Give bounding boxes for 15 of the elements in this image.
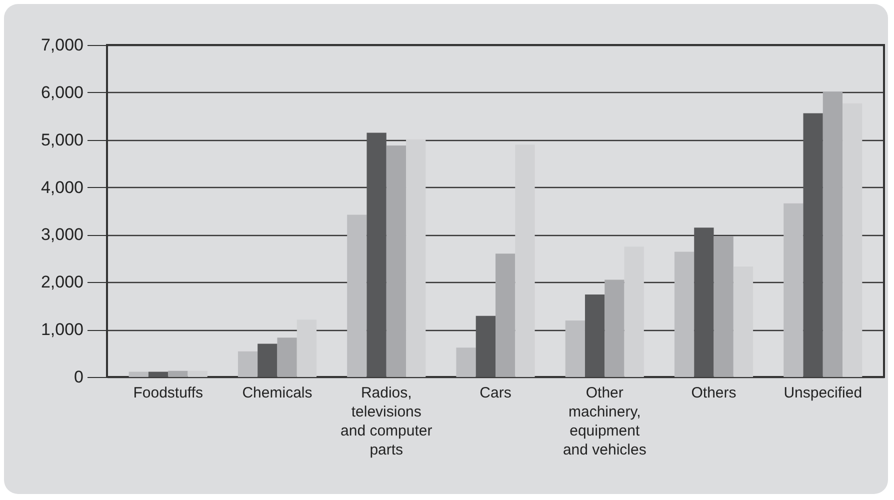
x-tick-label: Foodstuffs (133, 384, 203, 402)
y-tick-label: 5,000 (40, 130, 84, 150)
x-tick-label: Chemicals (242, 384, 312, 402)
y-tick-label: 6,000 (40, 82, 84, 102)
x-tick-label: Cars (480, 384, 512, 402)
x-tick-label: Other machinery, equipment and vehicles (562, 384, 646, 458)
y-tick-label: 4,000 (40, 178, 84, 197)
x-tick-label: Others (691, 384, 736, 402)
x-tick-label: Unspecified (784, 384, 862, 402)
y-tick-label: 1,000 (40, 320, 84, 340)
y-tick-label: 7,000 (40, 36, 84, 54)
y-tick-label: 0 (74, 368, 84, 386)
x-tick-label: Radios, televisions and computer parts (340, 384, 432, 458)
y-tick-label: 3,000 (40, 225, 84, 244)
y-tick-label: 2,000 (40, 272, 84, 292)
